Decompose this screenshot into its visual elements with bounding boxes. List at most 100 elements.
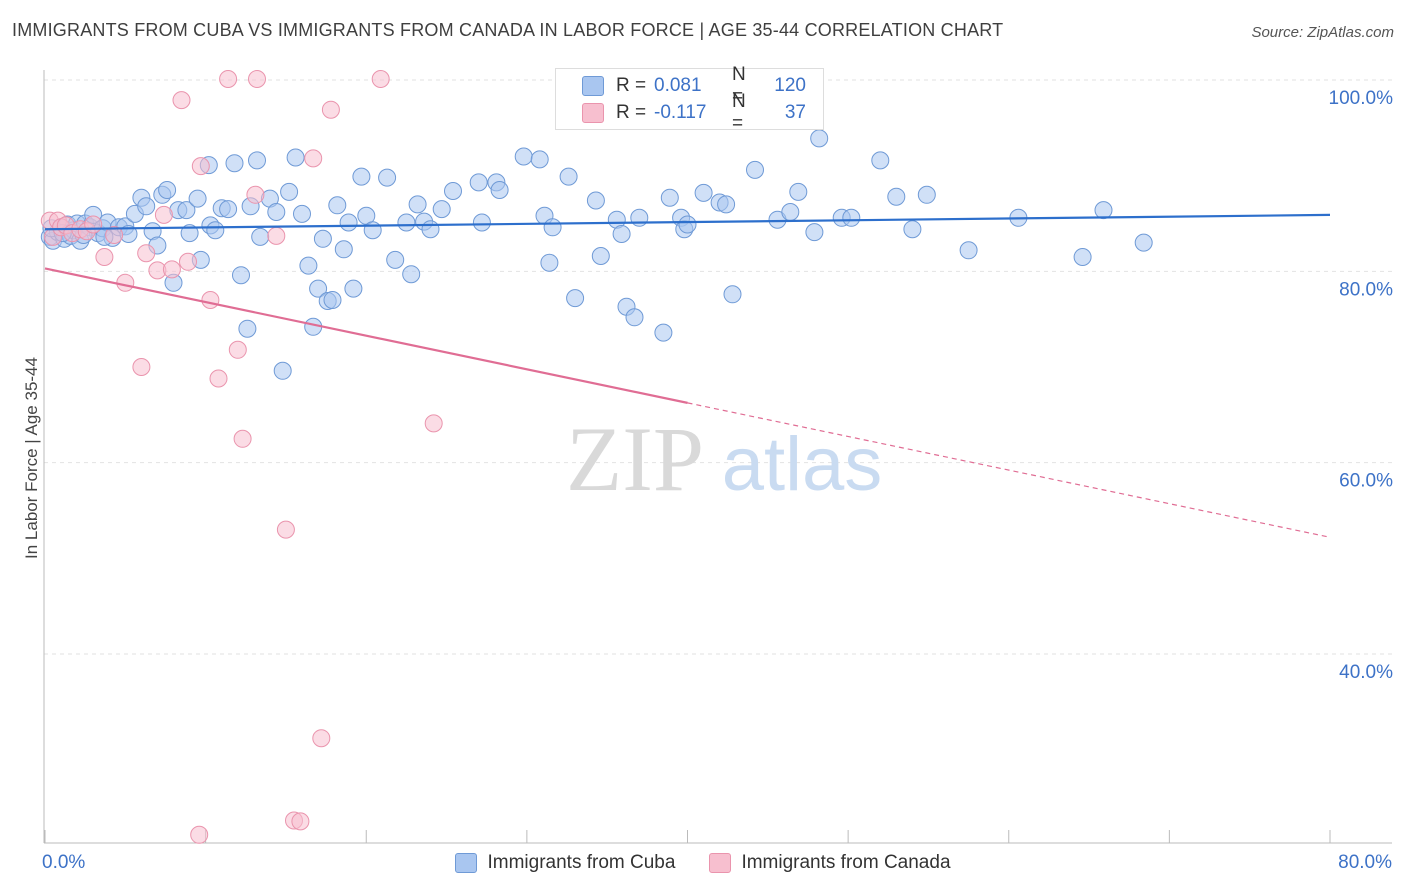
cuba-point bbox=[323, 291, 342, 309]
cuba-point bbox=[591, 247, 610, 265]
canada-legend-swatch bbox=[709, 853, 732, 873]
y-tick-label: 100.0% bbox=[1329, 88, 1394, 109]
cuba-point bbox=[781, 203, 800, 221]
axes bbox=[43, 70, 1392, 844]
cuba-point bbox=[386, 250, 405, 269]
cuba-point bbox=[432, 200, 451, 219]
canada-point bbox=[95, 248, 114, 266]
cuba-point bbox=[378, 168, 397, 187]
cuba-point bbox=[559, 167, 578, 186]
cuba-point bbox=[586, 191, 605, 210]
cuba-point bbox=[137, 197, 156, 216]
canada-point bbox=[424, 414, 443, 433]
canada-point bbox=[371, 70, 390, 88]
canada-point bbox=[219, 70, 238, 88]
canada-point bbox=[191, 157, 210, 176]
canada-point bbox=[321, 100, 340, 119]
canada-point bbox=[209, 369, 228, 388]
cuba-legend-label: Immigrants from Cuba bbox=[487, 852, 676, 873]
cuba-point bbox=[490, 181, 509, 199]
canada-point bbox=[116, 273, 135, 292]
canada-point bbox=[201, 291, 220, 309]
cuba-point bbox=[514, 147, 533, 166]
canada-legend-label: Immigrants from Canada bbox=[741, 852, 951, 873]
cuba-point bbox=[810, 129, 829, 148]
canada-point bbox=[132, 358, 151, 376]
canada-point bbox=[162, 260, 181, 279]
n-label: N = bbox=[732, 91, 746, 134]
cuba-point bbox=[566, 289, 585, 308]
canada-point bbox=[154, 205, 173, 224]
legend-item-cuba: Immigrants from Cuba bbox=[455, 852, 675, 874]
cuba-point bbox=[842, 208, 861, 227]
cuba-point bbox=[543, 218, 562, 237]
cuba-point bbox=[959, 241, 978, 260]
cuba-point bbox=[238, 319, 257, 338]
cuba-point bbox=[248, 151, 266, 170]
y-tick-label: 60.0% bbox=[1339, 471, 1393, 492]
cuba-point bbox=[177, 201, 196, 220]
cuba-point bbox=[678, 215, 697, 234]
cuba-point bbox=[903, 220, 922, 239]
cuba-point bbox=[363, 221, 382, 240]
y-tick-labels: 40.0% 60.0% 80.0% 100.0% bbox=[1329, 88, 1394, 683]
canada-point bbox=[267, 226, 286, 245]
cuba-legend-swatch bbox=[455, 853, 478, 873]
canada-swatch bbox=[582, 103, 604, 123]
cuba-point bbox=[397, 213, 416, 232]
cuba-point bbox=[352, 167, 371, 186]
cuba-point bbox=[540, 253, 559, 272]
watermark-atlas: atlas bbox=[722, 422, 883, 507]
cuba-point bbox=[444, 182, 462, 200]
cuba-point bbox=[717, 195, 736, 214]
cuba-point bbox=[612, 225, 631, 243]
legend-item-canada: Immigrants from Canada bbox=[709, 852, 951, 874]
cuba-point bbox=[180, 224, 199, 243]
r-value: 0.081 bbox=[654, 75, 702, 96]
cuba-point bbox=[1073, 248, 1092, 266]
cuba-point bbox=[625, 308, 644, 327]
watermark-zip: ZIP bbox=[566, 408, 704, 510]
cuba-point bbox=[225, 154, 244, 173]
chart-title: IMMIGRANTS FROM CUBA VS IMMIGRANTS FROM … bbox=[12, 20, 1004, 40]
canada-point bbox=[246, 185, 265, 204]
cuba-point bbox=[723, 285, 742, 304]
n-value: 37 bbox=[784, 102, 806, 123]
cuba-point bbox=[232, 266, 250, 285]
cuba-point bbox=[339, 213, 358, 232]
cuba-point bbox=[158, 181, 177, 199]
cuba-point bbox=[746, 160, 764, 179]
cuba-point bbox=[660, 188, 679, 207]
data-points bbox=[40, 70, 1153, 844]
cuba-point bbox=[293, 204, 311, 223]
cuba-point bbox=[402, 265, 421, 284]
cuba-point bbox=[469, 173, 488, 192]
canada-point bbox=[312, 729, 331, 748]
cuba-trend-line bbox=[44, 213, 1331, 231]
y-tick-label: 80.0% bbox=[1339, 279, 1393, 300]
cuba-point bbox=[1134, 233, 1153, 252]
cuba-point bbox=[887, 187, 906, 206]
cuba-point bbox=[286, 148, 305, 167]
canada-point bbox=[84, 215, 103, 234]
cuba-point bbox=[917, 185, 936, 204]
cuba-point bbox=[694, 183, 713, 202]
cuba-point bbox=[206, 221, 225, 240]
canada-point bbox=[105, 226, 124, 244]
cuba-point bbox=[309, 279, 328, 298]
r-label: R = bbox=[616, 75, 647, 96]
cuba-point bbox=[334, 240, 353, 259]
x-tick-max: 80.0% bbox=[1338, 852, 1392, 873]
cuba-point bbox=[871, 151, 890, 170]
series-legend: Immigrants from Cuba Immigrants from Can… bbox=[0, 852, 1406, 874]
r-value: -0.117 bbox=[654, 102, 707, 123]
correlation-legend: R = 0.081 N = 120 R = -0.117 N = 37 bbox=[555, 64, 824, 134]
cuba-point bbox=[299, 256, 318, 275]
canada-point bbox=[276, 520, 295, 539]
n-value: 120 bbox=[774, 75, 806, 96]
cuba-point bbox=[251, 227, 270, 246]
x-tick-min: 0.0% bbox=[42, 852, 86, 873]
cuba-point bbox=[789, 182, 808, 201]
canada-point bbox=[248, 70, 266, 88]
